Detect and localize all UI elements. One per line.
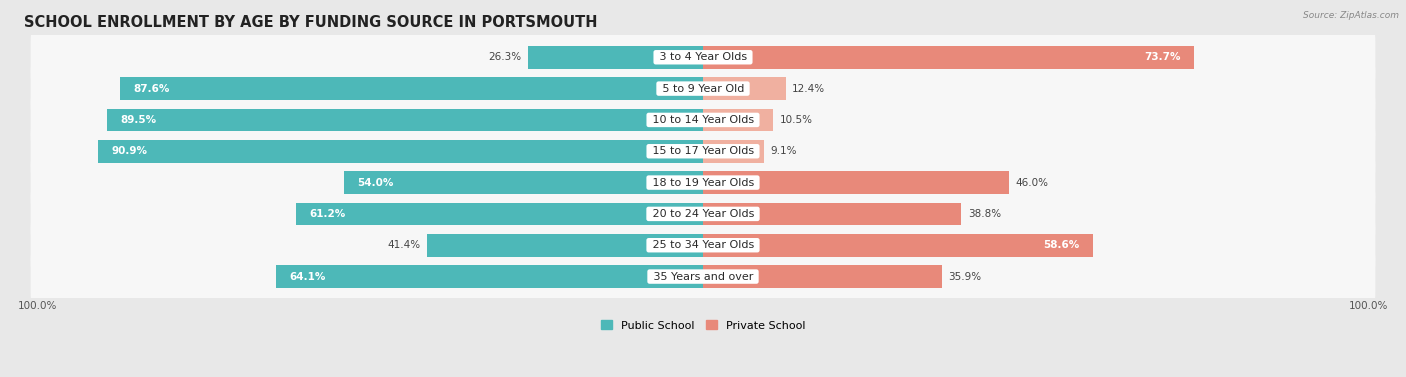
FancyBboxPatch shape xyxy=(31,89,1375,151)
FancyBboxPatch shape xyxy=(31,57,1375,120)
Bar xyxy=(703,202,962,225)
Bar xyxy=(703,265,942,288)
Legend: Public School, Private School: Public School, Private School xyxy=(596,316,810,335)
Text: 10.5%: 10.5% xyxy=(779,115,813,125)
Text: 64.1%: 64.1% xyxy=(290,271,326,282)
Text: 35.9%: 35.9% xyxy=(949,271,981,282)
Text: 5 to 9 Year Old: 5 to 9 Year Old xyxy=(658,84,748,93)
Text: 58.6%: 58.6% xyxy=(1043,240,1080,250)
Bar xyxy=(295,202,703,225)
Text: Source: ZipAtlas.com: Source: ZipAtlas.com xyxy=(1303,11,1399,20)
FancyBboxPatch shape xyxy=(31,214,1375,277)
Text: 15 to 17 Year Olds: 15 to 17 Year Olds xyxy=(648,146,758,156)
Bar xyxy=(703,46,1194,69)
Text: 87.6%: 87.6% xyxy=(134,84,170,93)
FancyBboxPatch shape xyxy=(31,120,1375,182)
Text: 12.4%: 12.4% xyxy=(792,84,825,93)
Text: 10 to 14 Year Olds: 10 to 14 Year Olds xyxy=(648,115,758,125)
Bar xyxy=(98,140,703,162)
Bar xyxy=(527,46,703,69)
Text: 61.2%: 61.2% xyxy=(309,209,344,219)
Bar xyxy=(703,109,773,131)
Text: 9.1%: 9.1% xyxy=(770,146,797,156)
Bar xyxy=(107,109,703,131)
Text: 25 to 34 Year Olds: 25 to 34 Year Olds xyxy=(648,240,758,250)
Text: 20 to 24 Year Olds: 20 to 24 Year Olds xyxy=(648,209,758,219)
Text: 90.9%: 90.9% xyxy=(111,146,148,156)
Bar xyxy=(277,265,703,288)
Bar xyxy=(703,234,1092,256)
FancyBboxPatch shape xyxy=(31,245,1375,308)
Bar xyxy=(703,171,1010,194)
Text: 54.0%: 54.0% xyxy=(357,178,394,188)
Text: 26.3%: 26.3% xyxy=(488,52,522,62)
FancyBboxPatch shape xyxy=(31,182,1375,245)
Text: 38.8%: 38.8% xyxy=(967,209,1001,219)
Text: SCHOOL ENROLLMENT BY AGE BY FUNDING SOURCE IN PORTSMOUTH: SCHOOL ENROLLMENT BY AGE BY FUNDING SOUR… xyxy=(24,15,598,30)
FancyBboxPatch shape xyxy=(31,26,1375,89)
Text: 35 Years and over: 35 Years and over xyxy=(650,271,756,282)
Text: 3 to 4 Year Olds: 3 to 4 Year Olds xyxy=(655,52,751,62)
Text: 73.7%: 73.7% xyxy=(1144,52,1180,62)
Text: 46.0%: 46.0% xyxy=(1017,178,1049,188)
Bar xyxy=(703,140,763,162)
Bar xyxy=(120,77,703,100)
Text: 41.4%: 41.4% xyxy=(388,240,420,250)
Text: 18 to 19 Year Olds: 18 to 19 Year Olds xyxy=(648,178,758,188)
Bar xyxy=(703,77,786,100)
Text: 89.5%: 89.5% xyxy=(121,115,156,125)
Bar xyxy=(427,234,703,256)
FancyBboxPatch shape xyxy=(31,151,1375,214)
Bar xyxy=(343,171,703,194)
